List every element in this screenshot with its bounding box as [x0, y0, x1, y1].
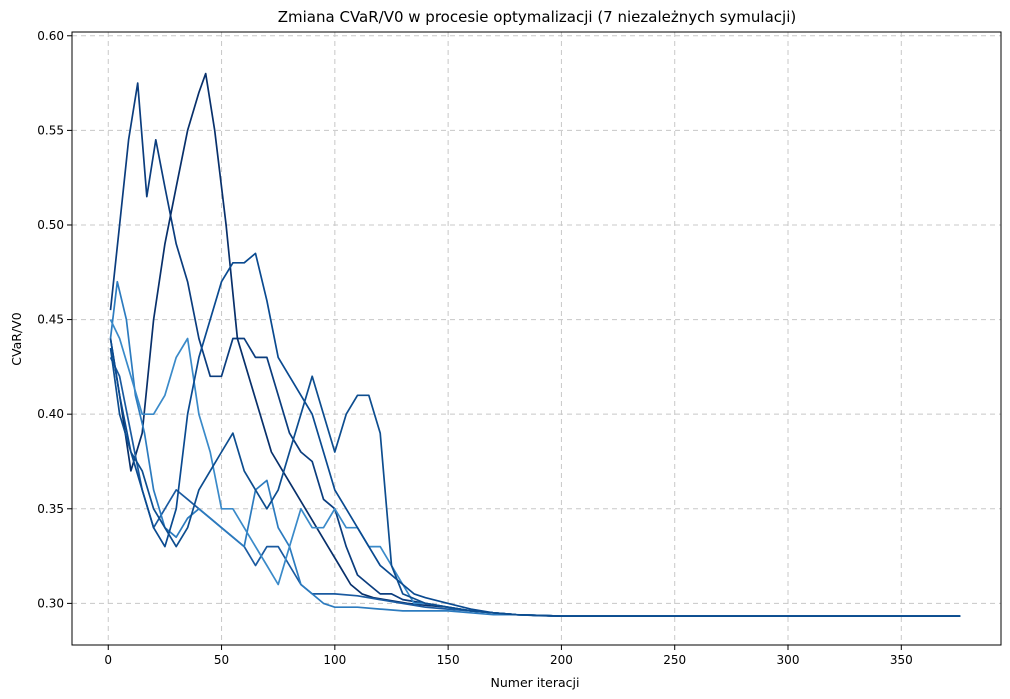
- x-tick-label: 350: [890, 653, 913, 667]
- x-axis: 0 50 100 150 200 250 300 350: [104, 645, 913, 667]
- y-axis-label: CVaR/V0: [9, 312, 24, 365]
- x-tick-label: 0: [104, 653, 112, 667]
- chart-title: Zmiana CVaR/V0 w procesie optymalizacji …: [278, 8, 796, 26]
- series-line-7: [109, 347, 961, 617]
- x-tick-label: 50: [214, 653, 229, 667]
- y-tick-label: 0.35: [37, 502, 64, 516]
- x-tick-label: 250: [663, 653, 686, 667]
- x-tick-label: 100: [323, 653, 346, 667]
- series-line-6: [109, 252, 961, 617]
- series-line-4: [109, 280, 961, 617]
- y-axis: 0.30 0.35 0.40 0.45 0.50 0.55 0.60: [37, 29, 72, 610]
- y-tick-label: 0.45: [37, 313, 64, 327]
- series-line-5: [109, 319, 961, 617]
- y-tick-label: 0.55: [37, 123, 64, 137]
- y-tick-label: 0.40: [37, 407, 64, 421]
- series-layer: [109, 72, 961, 617]
- y-tick-label: 0.60: [37, 29, 64, 43]
- grid-lines: [72, 32, 1001, 645]
- series-line-2: [109, 72, 961, 617]
- series-line-1: [109, 82, 961, 617]
- x-axis-label: Numer iteracji: [491, 675, 580, 690]
- x-tick-label: 150: [437, 653, 460, 667]
- y-tick-label: 0.50: [37, 218, 64, 232]
- series-line-3: [109, 357, 961, 617]
- plot-frame: [71, 31, 1002, 646]
- x-tick-label: 200: [550, 653, 573, 667]
- y-tick-label: 0.30: [37, 596, 64, 610]
- x-tick-label: 300: [777, 653, 800, 667]
